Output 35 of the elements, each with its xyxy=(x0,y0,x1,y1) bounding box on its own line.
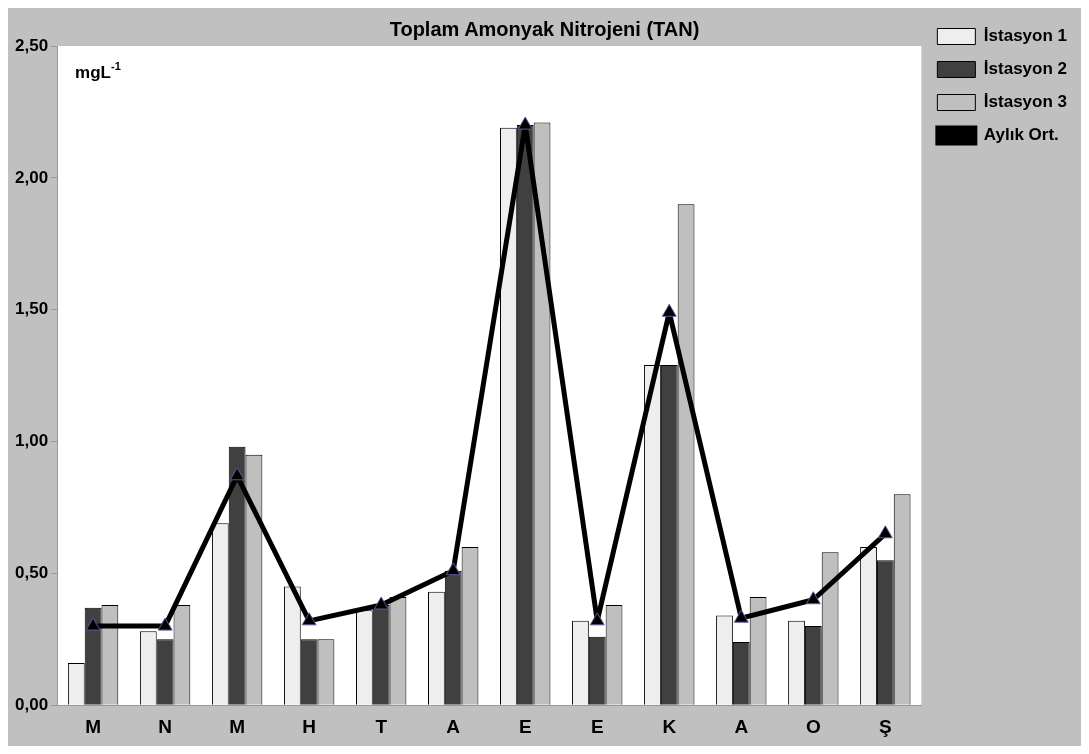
x-tick-label: O xyxy=(805,715,821,737)
point xyxy=(229,467,245,481)
y-tick-label: 1,50 xyxy=(14,299,49,319)
x-tick-label: Ş xyxy=(879,715,892,737)
legend-label: İstasyon 3 xyxy=(983,92,1068,112)
x-tick-label: K xyxy=(662,715,677,737)
point xyxy=(85,617,101,631)
y-tick-label: 2,00 xyxy=(14,167,49,187)
x-tick-label: N xyxy=(158,715,172,737)
x-tick-label: H xyxy=(302,715,317,737)
x-tick-label: T xyxy=(375,715,388,737)
point xyxy=(157,617,173,631)
point xyxy=(301,612,317,626)
point xyxy=(733,609,749,623)
point xyxy=(517,116,533,130)
point xyxy=(877,525,893,539)
legend-label: İstasyon 1 xyxy=(983,26,1068,46)
point xyxy=(589,612,605,626)
point xyxy=(661,303,677,317)
y-tick-label: 2,50 xyxy=(14,35,49,55)
point xyxy=(805,591,821,605)
x-tick-label: A xyxy=(446,715,461,737)
chart-title: Toplam Amonyak Nitrojeni (TAN) xyxy=(389,17,700,40)
point xyxy=(373,596,389,610)
x-tick-label: M xyxy=(229,715,246,737)
y-tick-label: 0,50 xyxy=(14,563,49,583)
y-tick-label: 0,00 xyxy=(14,694,49,714)
legend-label: İstasyon 2 xyxy=(983,59,1068,79)
y-tick-label: 1,00 xyxy=(14,431,49,451)
legend-label: Aylık Ort. xyxy=(983,125,1059,145)
x-tick-label: A xyxy=(734,715,749,737)
x-tick-label: E xyxy=(518,715,532,737)
point xyxy=(445,562,461,576)
x-tick-label: M xyxy=(85,715,102,737)
x-tick-label: E xyxy=(590,715,604,737)
